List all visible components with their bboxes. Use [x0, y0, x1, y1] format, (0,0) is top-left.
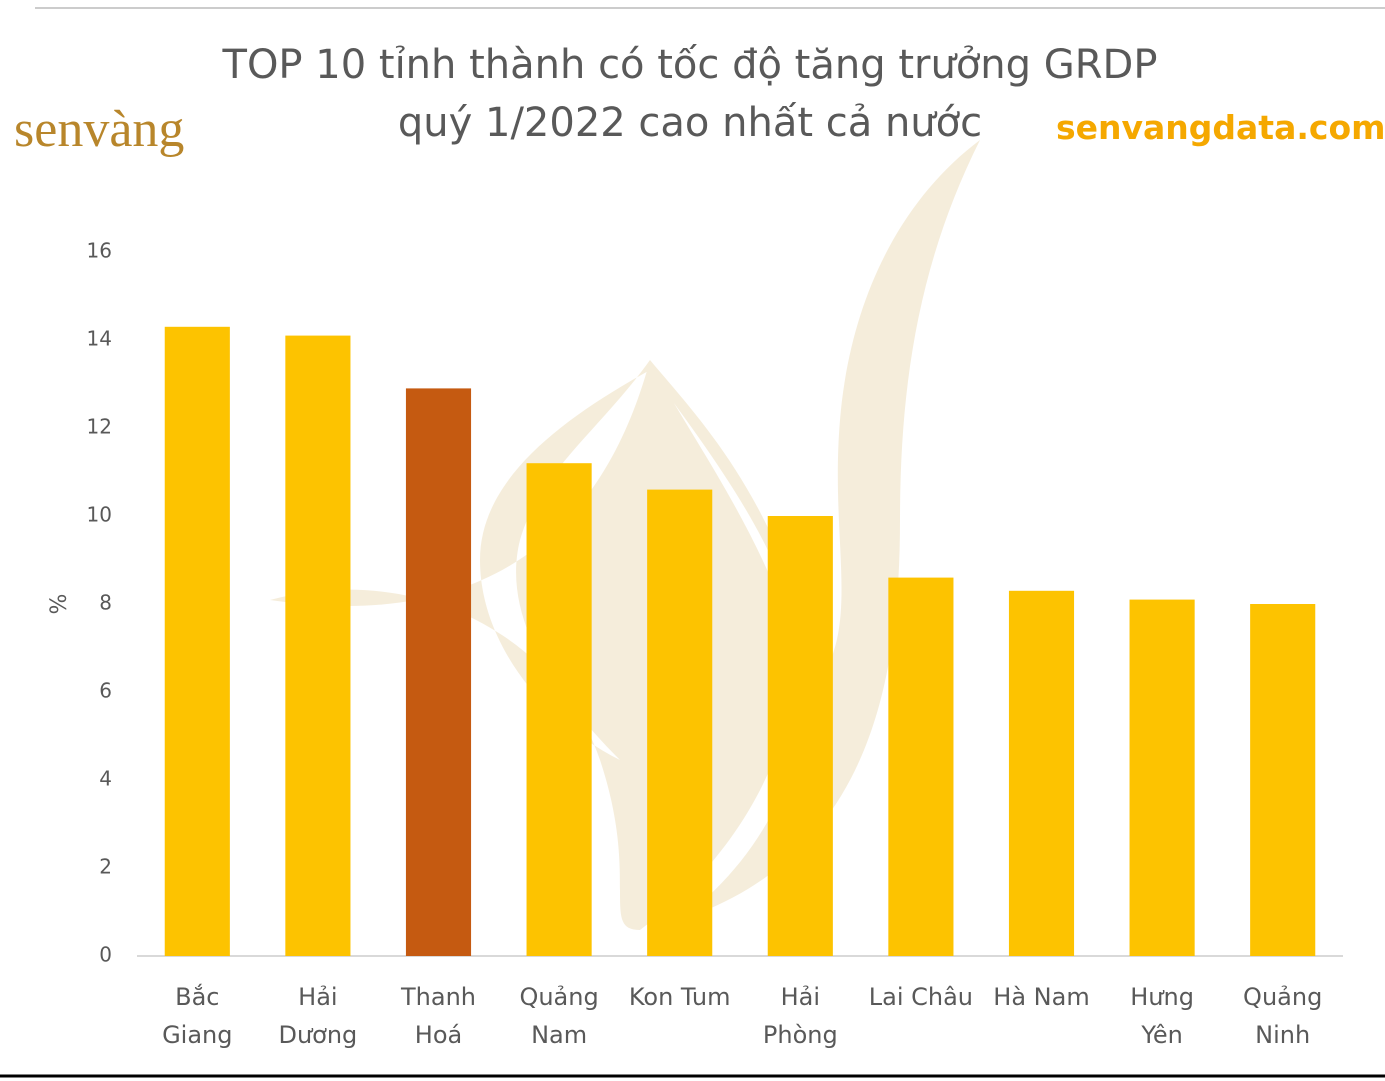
chart-title: TOP 10 tỉnh thành có tốc độ tăng trưởng … — [222, 42, 1158, 146]
bar — [1008, 590, 1075, 956]
y-tick-label: 10 — [87, 503, 112, 527]
x-tick-label: Hưng Yên — [1130, 983, 1194, 1049]
y-tick-label: 8 — [99, 591, 112, 615]
watermark — [270, 140, 980, 930]
y-tick-label: 14 — [87, 327, 112, 351]
bar — [1129, 599, 1195, 956]
bar — [647, 489, 713, 956]
x-tick-label: Hà Nam — [993, 983, 1090, 1011]
x-tick-label: Lai Châu — [868, 983, 974, 1011]
x-tick-label: Hải Dương — [278, 983, 358, 1049]
bar — [164, 326, 230, 956]
y-tick-label: 6 — [99, 679, 112, 703]
y-tick-label: 16 — [87, 239, 112, 263]
y-tick-label: 2 — [99, 855, 112, 879]
bar — [767, 516, 833, 956]
logo: senvàng — [14, 101, 185, 158]
bar — [526, 463, 592, 956]
x-tick-label: Kon Tum — [628, 983, 731, 1011]
y-tick-label: 4 — [99, 767, 112, 791]
bar — [285, 335, 351, 957]
x-tick-label: Quảng Ninh — [1243, 983, 1323, 1049]
x-tick-label: Quảng Nam — [519, 983, 599, 1049]
y-tick-label: 0 — [99, 943, 112, 967]
bar — [405, 388, 472, 956]
bar — [888, 577, 954, 956]
website: senvangdata.com — [1056, 108, 1385, 147]
x-tick-label: Thanh Hoá — [401, 983, 476, 1049]
bar — [1250, 604, 1316, 956]
y-axis-label: % — [47, 594, 72, 615]
y-tick-label: 12 — [87, 415, 112, 439]
x-tick-label: Hải Phòng — [762, 983, 838, 1049]
x-tick-label: Bắc Giang — [162, 983, 233, 1049]
